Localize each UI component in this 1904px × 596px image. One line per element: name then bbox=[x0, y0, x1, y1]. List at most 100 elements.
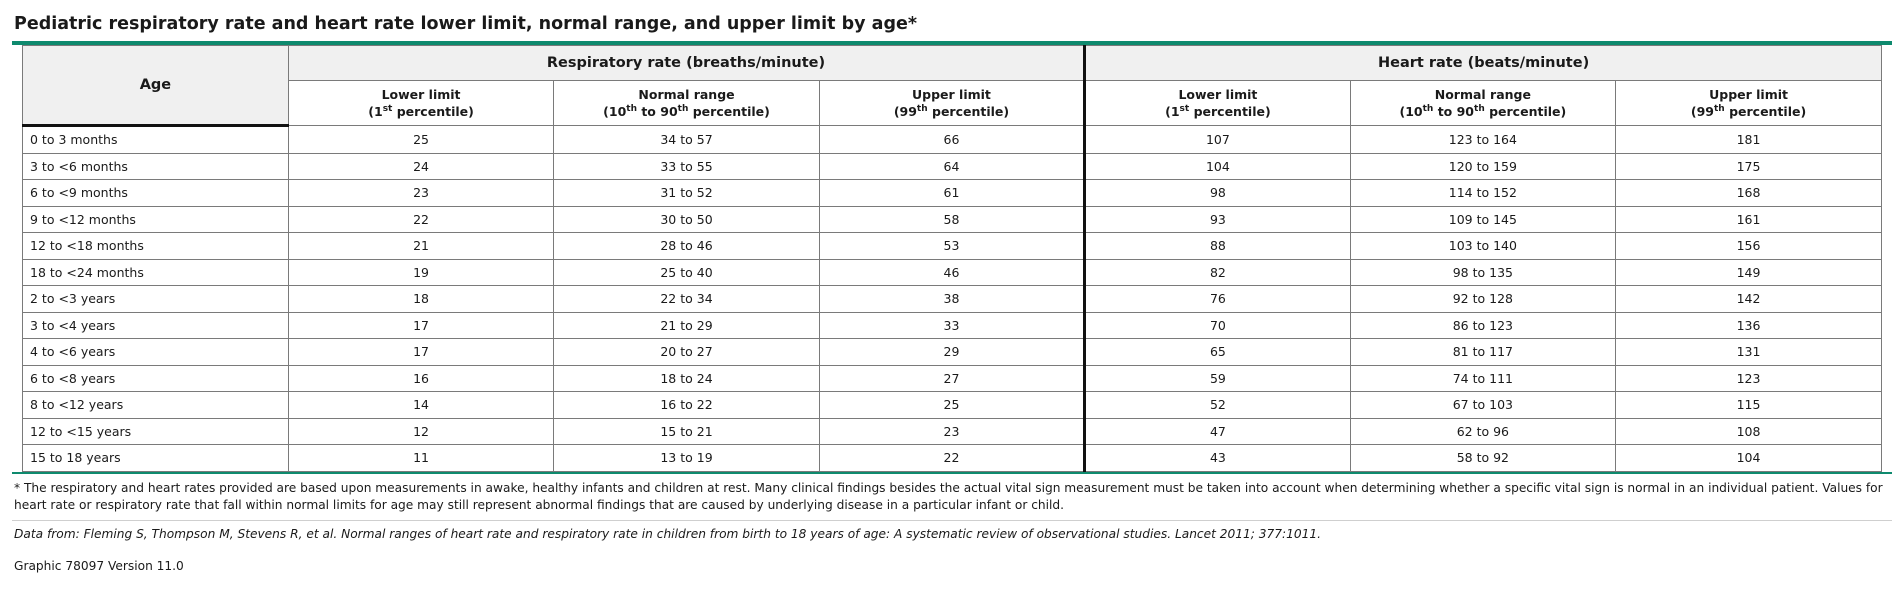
hr-normal-cell: 114 to 152 bbox=[1349, 179, 1617, 207]
age-cell: 12 to <18 months bbox=[22, 232, 289, 260]
table-row: 3 to <4 years 17 21 to 29 33 70 86 to 123 136 bbox=[22, 311, 1882, 339]
hr-upper-cell: 131 bbox=[1615, 338, 1882, 366]
rr-normal-cell: 20 to 27 bbox=[553, 338, 820, 366]
hr-normal-cell: 86 to 123 bbox=[1349, 311, 1617, 339]
age-cell: 2 to <3 years bbox=[22, 285, 289, 313]
hr-lower-title: Lower limit bbox=[1178, 87, 1258, 102]
rr-upper-cell: 27 bbox=[818, 364, 1086, 392]
subheader-row: Lower limit (1 st percentile) Normal rang… bbox=[23, 80, 1882, 126]
rr-upper-title: Upper limit bbox=[912, 87, 991, 102]
hr-normal-cell: 120 to 159 bbox=[1349, 152, 1617, 180]
rr-normal-cell: 31 to 52 bbox=[553, 179, 820, 207]
rr-normal-cell: 13 to 19 bbox=[553, 444, 820, 472]
hr-upper-cell: 149 bbox=[1615, 258, 1882, 286]
hr-normal-post: percentile) bbox=[1484, 104, 1567, 119]
hr-lower-post: percentile) bbox=[1189, 104, 1271, 119]
hr-lower-cell: 52 bbox=[1083, 391, 1351, 419]
hr-normal-cell: 81 to 117 bbox=[1349, 338, 1617, 366]
hr-upper-cell: 104 bbox=[1615, 444, 1882, 472]
footnote: * The respiratory and heart rates provid… bbox=[14, 480, 1883, 512]
rr-upper-cell: 25 bbox=[818, 391, 1086, 419]
hr-lower-cell: 59 bbox=[1083, 364, 1351, 392]
rr-normal-cell: 25 to 40 bbox=[553, 258, 820, 286]
rr-lower-cell: 18 bbox=[287, 285, 555, 313]
top-accent-rule bbox=[12, 41, 1892, 45]
rr-normal-sup2: th bbox=[677, 103, 689, 114]
rr-normal-cell: 30 to 50 bbox=[553, 205, 820, 233]
rr-normal-range-header: Normal range (10th to 90th percentile) bbox=[553, 80, 820, 126]
age-cell: 0 to 3 months bbox=[22, 125, 289, 154]
rr-upper-cell: 61 bbox=[818, 179, 1086, 207]
rr-normal-title: Normal range bbox=[638, 87, 735, 102]
rr-lower-cell: 22 bbox=[287, 205, 555, 233]
rr-lower-cell: 24 bbox=[287, 152, 555, 180]
hr-lower-cell: 76 bbox=[1083, 285, 1351, 313]
hr-upper-cell: 115 bbox=[1615, 391, 1882, 419]
hr-lower-cell: 47 bbox=[1083, 417, 1351, 445]
hr-normal-cell: 103 to 140 bbox=[1349, 232, 1617, 260]
rr-lower-sup: st bbox=[382, 103, 393, 114]
rr-normal-mid: to 90 bbox=[636, 104, 678, 119]
table-row: 8 to <12 years 14 16 to 22 25 52 67 to 103 115 bbox=[22, 391, 1882, 419]
hr-normal-cell: 92 to 128 bbox=[1349, 285, 1617, 313]
hr-lower-cell: 88 bbox=[1083, 232, 1351, 260]
rr-lower-post: percentile) bbox=[392, 104, 474, 119]
rr-lower-cell: 21 bbox=[287, 232, 555, 260]
rr-upper-cell: 46 bbox=[818, 258, 1086, 286]
rr-upper-cell: 22 bbox=[818, 444, 1086, 472]
hr-normal-cell: 58 to 92 bbox=[1349, 444, 1617, 472]
table-row: 12 to <15 years 12 15 to 21 23 47 62 to 96 108 bbox=[22, 417, 1882, 445]
table-row: 9 to <12 months 22 30 to 50 58 93 109 to 145 1… bbox=[22, 205, 1882, 233]
hr-upper-cell: 156 bbox=[1615, 232, 1882, 260]
hr-upper-cell: 123 bbox=[1615, 364, 1882, 392]
rr-lower-cell: 23 bbox=[287, 179, 555, 207]
hr-normal-cell: 109 to 145 bbox=[1349, 205, 1617, 233]
rr-upper-cell: 29 bbox=[818, 338, 1086, 366]
rr-upper-pre: (99 bbox=[893, 104, 917, 119]
rr-upper-cell: 66 bbox=[818, 125, 1086, 154]
age-cell: 12 to <15 years bbox=[22, 417, 289, 445]
table-wrapper: Age Respiratory rate (breaths/minute) He… bbox=[12, 45, 1892, 472]
hr-lower-pre: (1 bbox=[1165, 104, 1180, 119]
hr-normal-cell: 74 to 111 bbox=[1349, 364, 1617, 392]
hr-normal-range-header: Normal range (10th to 90th percentile) bbox=[1349, 80, 1617, 126]
rr-normal-cell: 15 to 21 bbox=[553, 417, 820, 445]
rr-upper-cell: 53 bbox=[818, 232, 1086, 260]
hr-lower-cell: 98 bbox=[1083, 179, 1351, 207]
rr-lower-cell: 14 bbox=[287, 391, 555, 419]
table-row: 15 to 18 years 11 13 to 19 22 43 58 to 92 104 bbox=[22, 444, 1882, 472]
rr-normal-cell: 28 to 46 bbox=[553, 232, 820, 260]
hr-normal-cell: 67 to 103 bbox=[1349, 391, 1617, 419]
hr-lower-cell: 43 bbox=[1083, 444, 1351, 472]
hr-normal-cell: 98 to 135 bbox=[1349, 258, 1617, 286]
hr-upper-pre: (99 bbox=[1690, 104, 1714, 119]
hr-normal-cell: 62 to 96 bbox=[1349, 417, 1617, 445]
rr-lower-cell: 17 bbox=[287, 338, 555, 366]
hr-normal-pre: (10 bbox=[1399, 104, 1423, 119]
graphic-version: Graphic 78097 Version 11.0 bbox=[14, 558, 184, 573]
hr-upper-sup: th bbox=[1714, 103, 1725, 114]
table-row: 18 to <24 months 19 25 to 40 46 82 98 to 135 1… bbox=[22, 258, 1882, 286]
table-row: 3 to <6 months 24 33 to 55 64 104 120 to 159 1… bbox=[22, 152, 1882, 180]
rr-upper-post: percentile) bbox=[927, 104, 1010, 119]
rr-upper-limit-header: Upper limit (99th percentile) bbox=[818, 80, 1086, 126]
graphic-title: Pediatric respiratory rate and heart rat… bbox=[14, 14, 917, 34]
vitals-table: Age Respiratory rate (breaths/minute) He… bbox=[22, 45, 1882, 472]
hr-normal-sup2: th bbox=[1474, 103, 1485, 114]
respiratory-rate-group-header: Respiratory rate (breaths/minute) bbox=[287, 45, 1086, 81]
hr-lower-cell: 70 bbox=[1083, 311, 1351, 339]
source-citation: Data from: Fleming S, Thompson M, Steven… bbox=[14, 526, 1322, 541]
hr-lower-cell: 107 bbox=[1083, 125, 1351, 154]
rr-lower-cell: 17 bbox=[287, 311, 555, 339]
hr-upper-title: Upper limit bbox=[1709, 87, 1788, 102]
age-cell: 8 to <12 years bbox=[22, 391, 289, 419]
age-cell: 3 to <4 years bbox=[22, 311, 289, 339]
hr-upper-cell: 136 bbox=[1615, 311, 1882, 339]
rr-normal-sup1: th bbox=[626, 103, 637, 114]
rr-normal-cell: 34 to 57 bbox=[553, 125, 820, 154]
table-row: 0 to 3 months 25 34 to 57 66 107 123 to 164 18… bbox=[22, 125, 1882, 154]
age-cell: 6 to <9 months bbox=[22, 179, 289, 207]
rr-upper-sup: th bbox=[916, 103, 928, 114]
age-cell: 18 to <24 months bbox=[22, 258, 289, 286]
hr-normal-cell: 123 to 164 bbox=[1349, 125, 1617, 154]
